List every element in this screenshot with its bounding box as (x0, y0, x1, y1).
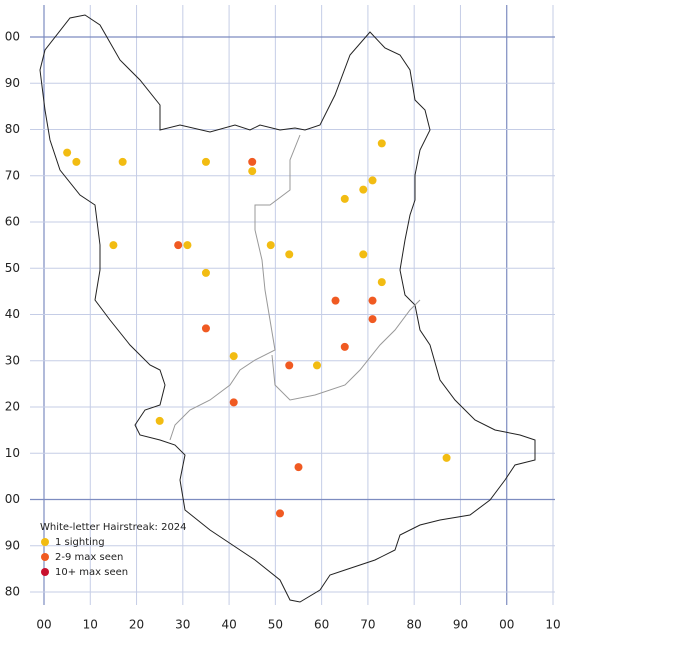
sighting-point (155, 416, 164, 425)
district-boundary (271, 299, 421, 401)
sighting-point (285, 250, 294, 259)
x-tick-label: 20 (129, 618, 144, 632)
x-tick-label: 00 (36, 618, 51, 632)
sighting-point (201, 268, 210, 277)
x-tick-label: 40 (221, 618, 236, 632)
sighting-point (331, 296, 340, 305)
sighting-point (174, 241, 183, 250)
y-tick-label: 50 (5, 261, 20, 275)
y-tick-label: 40 (5, 307, 20, 321)
y-tick-label: 80 (5, 585, 20, 599)
legend-label: 2-9 max seen (55, 552, 123, 563)
x-tick-label: 30 (175, 618, 190, 632)
legend-title: White-letter Hairstreak: 2024 (40, 522, 187, 533)
y-tick-label: 10 (5, 446, 20, 460)
sighting-point (313, 361, 322, 370)
sighting-point (229, 352, 238, 361)
x-tick-label: 10 (545, 618, 560, 632)
legend-label: 1 sighting (55, 537, 105, 548)
legend-marker (41, 538, 49, 546)
sighting-point (294, 463, 303, 472)
sighting-point (359, 250, 368, 259)
sighting-point (275, 509, 284, 518)
y-tick-label: 00 (5, 492, 20, 506)
county-outline (39, 14, 536, 603)
sighting-point (442, 453, 451, 462)
sighting-point (359, 185, 368, 194)
sighting-point (377, 278, 386, 287)
x-tick-label: 10 (83, 618, 98, 632)
x-tick-label: 70 (360, 618, 375, 632)
x-tick-label: 60 (314, 618, 329, 632)
y-tick-label: 20 (5, 400, 20, 414)
sighting-point (183, 241, 192, 250)
district-boundary (169, 134, 301, 441)
legend-marker (41, 553, 49, 561)
sighting-point (63, 148, 72, 157)
sighting-point (118, 157, 127, 166)
sighting-point (340, 194, 349, 203)
sighting-point (368, 176, 377, 185)
sighting-point (201, 157, 210, 166)
sighting-point (368, 315, 377, 324)
sighting-point (377, 139, 386, 148)
x-tick-label: 00 (499, 618, 514, 632)
legend-marker (41, 568, 49, 576)
sighting-point (72, 157, 81, 166)
sighting-point (229, 398, 238, 407)
y-tick-label: 90 (5, 538, 20, 552)
x-tick-label: 80 (407, 618, 422, 632)
y-tick-label: 60 (5, 215, 20, 229)
y-tick-label: 00 (5, 30, 20, 44)
x-tick-label: 90 (453, 618, 468, 632)
y-tick-label: 90 (5, 76, 20, 90)
y-tick-label: 30 (5, 353, 20, 367)
sighting-point (248, 157, 257, 166)
y-tick-label: 70 (5, 168, 20, 182)
sighting-point (285, 361, 294, 370)
sighting-point (266, 241, 275, 250)
y-tick-label: 80 (5, 122, 20, 136)
sighting-point (368, 296, 377, 305)
sighting-point (340, 342, 349, 351)
grid (30, 5, 555, 605)
legend-label: 10+ max seen (55, 567, 128, 578)
sighting-point (201, 324, 210, 333)
sighting-point (248, 167, 257, 176)
x-tick-label: 50 (268, 618, 283, 632)
sighting-point (109, 241, 118, 250)
